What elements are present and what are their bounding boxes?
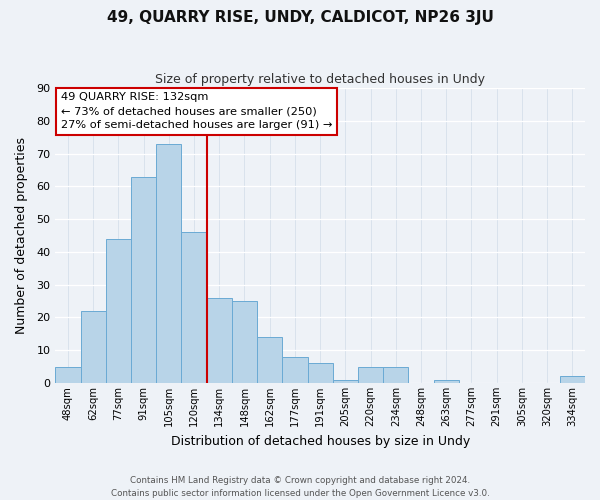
Bar	[308, 364, 333, 383]
Y-axis label: Number of detached properties: Number of detached properties	[15, 137, 28, 334]
Bar	[55, 366, 80, 383]
Bar	[232, 301, 257, 383]
Text: 49, QUARRY RISE, UNDY, CALDICOT, NP26 3JU: 49, QUARRY RISE, UNDY, CALDICOT, NP26 3J…	[107, 10, 493, 25]
Bar	[560, 376, 585, 383]
X-axis label: Distribution of detached houses by size in Undy: Distribution of detached houses by size …	[170, 434, 470, 448]
Text: 49 QUARRY RISE: 132sqm
← 73% of detached houses are smaller (250)
27% of semi-de: 49 QUARRY RISE: 132sqm ← 73% of detached…	[61, 92, 332, 130]
Title: Size of property relative to detached houses in Undy: Size of property relative to detached ho…	[155, 72, 485, 86]
Bar	[156, 144, 181, 383]
Text: Contains HM Land Registry data © Crown copyright and database right 2024.
Contai: Contains HM Land Registry data © Crown c…	[110, 476, 490, 498]
Bar	[434, 380, 459, 383]
Bar	[106, 239, 131, 383]
Bar	[383, 366, 409, 383]
Bar	[283, 357, 308, 383]
Bar	[80, 311, 106, 383]
Bar	[333, 380, 358, 383]
Bar	[131, 176, 156, 383]
Bar	[257, 337, 283, 383]
Bar	[206, 298, 232, 383]
Bar	[181, 232, 206, 383]
Bar	[358, 366, 383, 383]
